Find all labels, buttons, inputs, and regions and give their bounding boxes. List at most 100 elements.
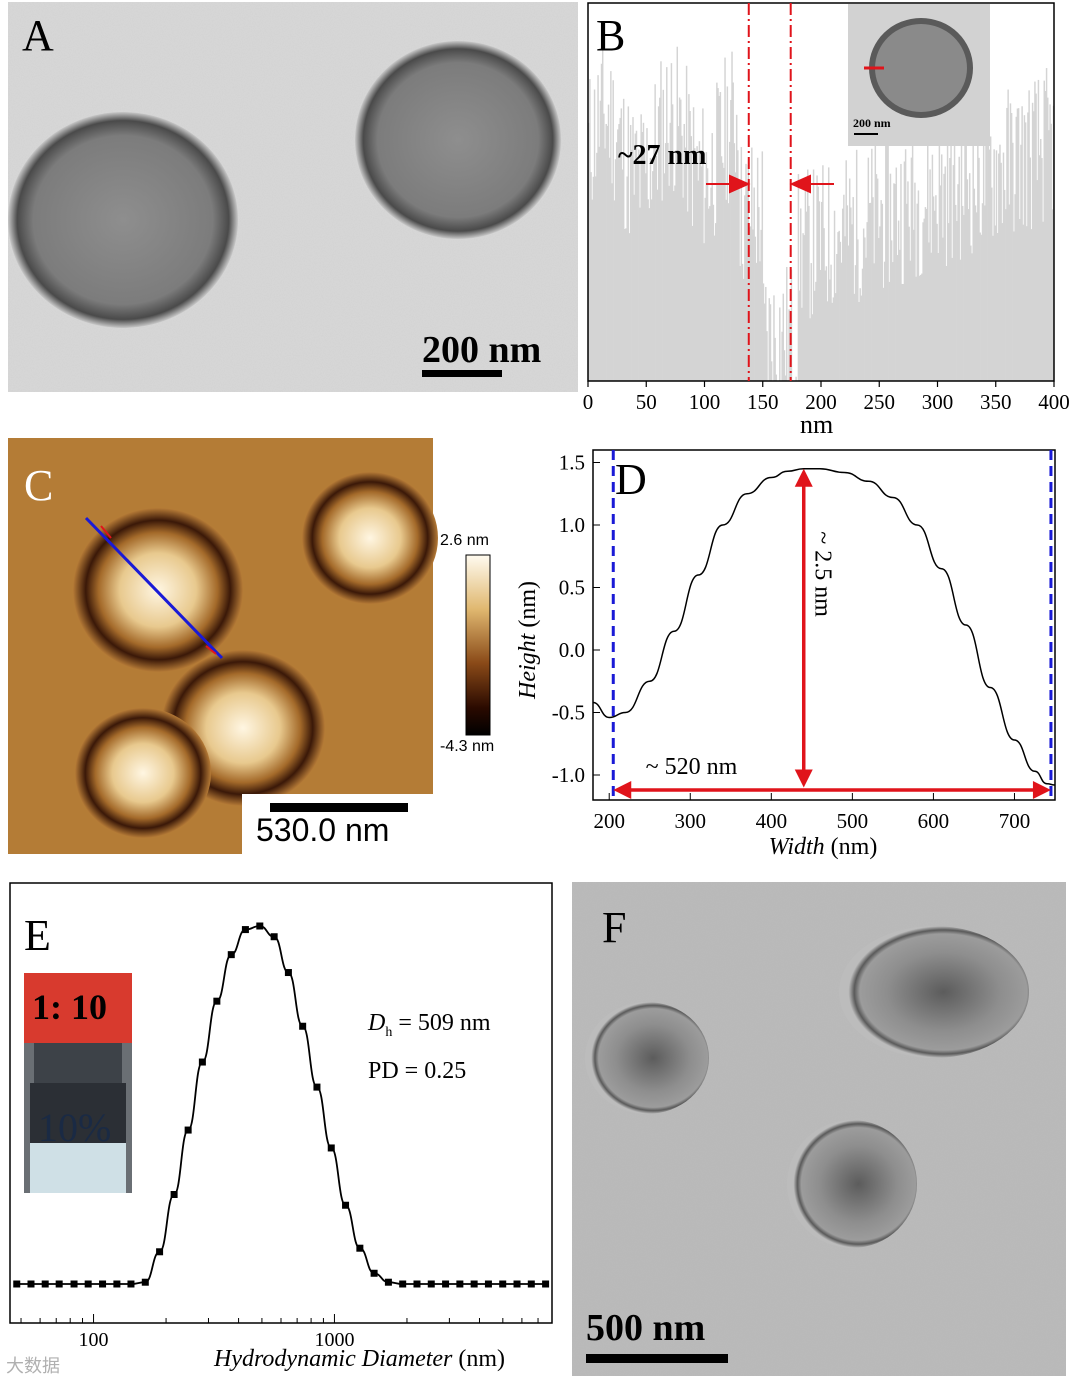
panel-letter: D bbox=[615, 454, 647, 505]
profile-bar bbox=[786, 267, 787, 381]
vesicle bbox=[585, 1002, 709, 1114]
scale-bar-label: 200 nm bbox=[422, 328, 541, 372]
height-curve bbox=[593, 469, 1055, 785]
vial-ratio: 1: 10 bbox=[32, 986, 107, 1028]
colorbar bbox=[465, 554, 491, 736]
data-point bbox=[228, 951, 235, 958]
y-tick-label: 1.0 bbox=[559, 513, 585, 537]
arrow-head bbox=[613, 781, 631, 799]
vial-percent: 10% bbox=[38, 1104, 111, 1151]
x-tick-label: 700 bbox=[999, 809, 1030, 833]
panel-letter: A bbox=[22, 10, 54, 61]
y-axis-label: Height (nm) bbox=[515, 581, 541, 700]
x-tick-label: 400 bbox=[756, 809, 788, 833]
vesicle bbox=[75, 708, 211, 838]
profile-bar bbox=[771, 361, 772, 381]
data-point bbox=[428, 1281, 435, 1288]
x-tick-label: 300 bbox=[922, 390, 954, 414]
profile-bar bbox=[774, 338, 775, 381]
data-point bbox=[56, 1281, 63, 1288]
data-point bbox=[171, 1191, 178, 1198]
profile-bar bbox=[766, 331, 767, 381]
panel-f: F 500 nm bbox=[572, 882, 1066, 1376]
x-tick-label: 200 bbox=[593, 809, 625, 833]
x-tick-label: 50 bbox=[636, 390, 657, 414]
data-point bbox=[71, 1281, 78, 1288]
data-point bbox=[542, 1281, 549, 1288]
panel-letter: B bbox=[596, 10, 625, 61]
width-annotation: ~ 520 nm bbox=[646, 754, 738, 780]
panel-a: A 200 nm bbox=[8, 2, 578, 392]
data-point bbox=[271, 933, 278, 940]
data-point bbox=[456, 1281, 463, 1288]
x-axis-label: Width (nm) bbox=[769, 834, 878, 860]
watermark: 大数据 bbox=[6, 1352, 60, 1378]
arrow-head bbox=[795, 770, 813, 788]
data-point bbox=[13, 1281, 20, 1288]
x-axis-label: nm bbox=[800, 410, 833, 440]
dh-value: = 509 nm bbox=[392, 1010, 490, 1036]
data-point bbox=[199, 1059, 206, 1066]
data-point bbox=[485, 1281, 492, 1288]
profile-bar bbox=[779, 307, 780, 381]
plot-frame bbox=[593, 450, 1055, 800]
x-tick-label: 100 bbox=[689, 390, 721, 414]
pd-annotation: PD = 0.25 bbox=[368, 1058, 466, 1085]
data-point bbox=[528, 1281, 535, 1288]
boundary-lines bbox=[613, 450, 1051, 800]
data-point bbox=[328, 1144, 335, 1151]
afm-image bbox=[8, 438, 438, 854]
data-point bbox=[142, 1279, 149, 1286]
data-point bbox=[256, 923, 263, 930]
vesicle bbox=[787, 1120, 917, 1248]
arrow-head bbox=[795, 469, 813, 487]
data-point bbox=[185, 1127, 192, 1134]
data-point bbox=[42, 1281, 49, 1288]
panel-letter: E bbox=[24, 910, 51, 961]
x-tick-label: 500 bbox=[837, 809, 869, 833]
y-tick-label: 0.5 bbox=[559, 576, 585, 600]
data-point bbox=[471, 1281, 478, 1288]
vesicle bbox=[355, 41, 561, 239]
data-point bbox=[399, 1281, 406, 1288]
panel-letter: F bbox=[602, 902, 626, 953]
x-tick-label: 300 bbox=[675, 809, 707, 833]
data-point bbox=[85, 1281, 92, 1288]
thickness-label: ~27 nm bbox=[618, 140, 706, 172]
colorbar-max: 2.6 nm bbox=[440, 532, 489, 550]
data-point bbox=[356, 1245, 363, 1252]
data-point bbox=[99, 1281, 106, 1288]
data-point bbox=[127, 1281, 134, 1288]
x-tick-label: 0 bbox=[583, 390, 594, 414]
data-point bbox=[113, 1281, 120, 1288]
tem-image-f bbox=[572, 882, 1066, 1376]
data-point bbox=[285, 969, 292, 976]
data-point bbox=[499, 1281, 506, 1288]
x-tick-label: 600 bbox=[918, 809, 950, 833]
x-tick-label: 150 bbox=[747, 390, 779, 414]
vesicle bbox=[8, 112, 238, 328]
scale-bar bbox=[270, 803, 408, 812]
scale-bar bbox=[422, 370, 502, 377]
data-point bbox=[213, 998, 220, 1005]
y-tick-label: 1.5 bbox=[559, 451, 585, 475]
vesicle bbox=[839, 926, 1029, 1058]
panel-letter: C bbox=[24, 460, 53, 511]
data-point bbox=[27, 1281, 34, 1288]
dimension-arrows bbox=[613, 469, 1051, 799]
scale-bar bbox=[586, 1354, 728, 1363]
scale-bar-label: 500 nm bbox=[586, 1306, 705, 1350]
x-tick-label: 400 bbox=[1038, 390, 1070, 414]
dh-symbol: D bbox=[368, 1010, 385, 1036]
data-point bbox=[371, 1270, 378, 1277]
y-tick-label: -1.0 bbox=[552, 763, 585, 787]
dh-annotation: Dh = 509 nm bbox=[368, 1010, 491, 1041]
data-point bbox=[442, 1281, 449, 1288]
data-point bbox=[413, 1281, 420, 1288]
scale-bar-label: 530.0 nm bbox=[256, 812, 389, 849]
